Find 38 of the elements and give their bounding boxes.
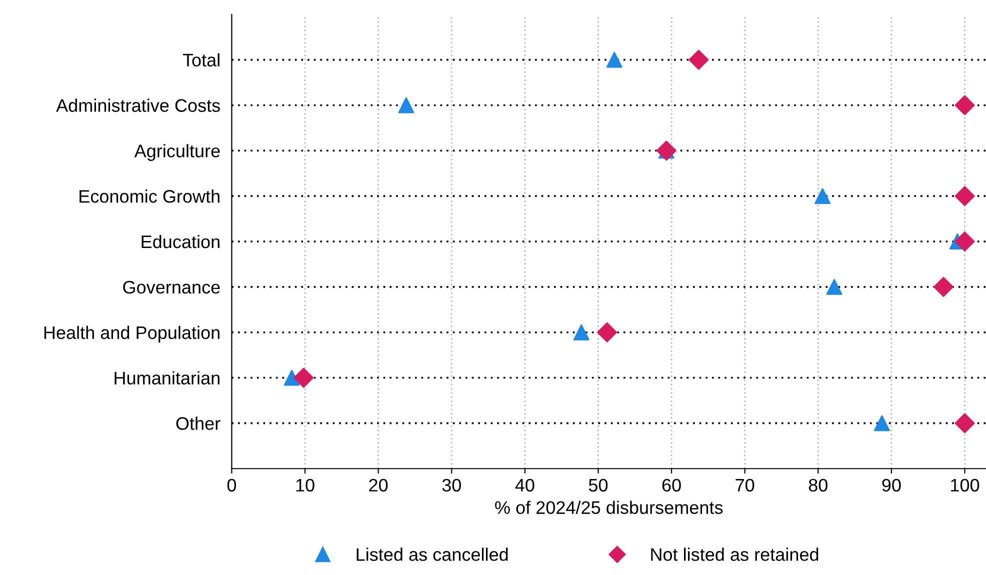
point [954,186,975,206]
y-tick-label: Education [142,234,220,248]
y-tick-label: Other [176,416,220,430]
point [954,231,975,252]
legend-label: Not listed as retained [651,548,818,561]
point [284,370,300,386]
x-axis-title: % of 2024/25 disbursements [495,500,723,514]
point [933,276,954,297]
x-tick-label: 0 [227,478,236,492]
x-tick-label: 100 [951,478,980,492]
x-tick-label: 30 [442,478,461,492]
y-tick-label: Administrative Costs [56,98,220,112]
y-tick-label: Total [182,53,220,67]
x-tick-label: 20 [369,478,388,492]
y-tick-label: Agriculture [134,144,220,161]
x-tick-label: 80 [808,478,828,492]
point [597,322,618,342]
point [954,95,975,116]
y-tick-label: Governance [123,280,220,294]
y-tick-label: Economic Growth [80,190,220,203]
x-tick-label: 40 [515,478,534,492]
point [874,415,890,432]
point [688,50,709,70]
point [573,324,590,340]
x-tick-label: 90 [882,478,901,492]
x-tick-label: 70 [736,478,754,492]
point [814,188,831,204]
point [954,413,975,434]
y-tick-label: Humanitarian [114,371,220,384]
point [826,278,842,295]
point [606,52,622,68]
x-tick-label: 50 [588,478,608,492]
y-tick-label: Health and Population [44,326,220,343]
point [294,368,314,388]
legend-label: Listed as cancelled [356,548,508,561]
x-tick-label: 10 [296,478,314,492]
point [398,97,414,114]
x-tick-label: 60 [662,478,681,492]
